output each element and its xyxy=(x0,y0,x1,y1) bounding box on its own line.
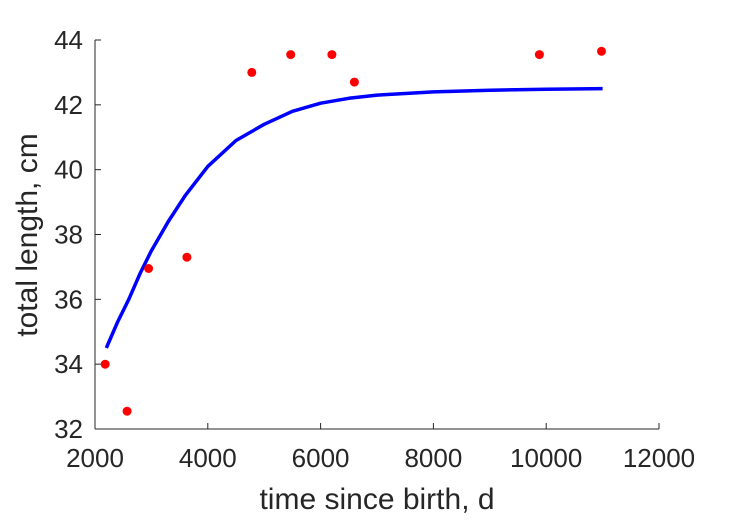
data-point xyxy=(286,50,296,60)
y-tick-label: 38 xyxy=(54,220,83,250)
x-tick-label: 2000 xyxy=(66,443,124,473)
data-point xyxy=(247,67,257,77)
y-tick-label: 44 xyxy=(54,25,83,55)
fit-curve-line xyxy=(104,86,603,349)
data-point xyxy=(122,406,132,416)
x-tick-label: 6000 xyxy=(292,443,350,473)
data-point xyxy=(349,77,359,87)
y-tick-label: 34 xyxy=(54,349,83,379)
x-tick-label: 8000 xyxy=(404,443,462,473)
data-point xyxy=(144,264,154,273)
x-tick-label: 10000 xyxy=(510,443,582,473)
x-tick-group: 2000 4000 6000 8000 10000 12000 xyxy=(66,423,695,473)
data-point xyxy=(327,50,337,60)
y-tick-label: 42 xyxy=(54,90,83,120)
y-tick-label: 32 xyxy=(54,414,83,444)
x-axis-label: time since birth, d xyxy=(259,483,494,516)
x-tick-label: 4000 xyxy=(179,443,237,473)
plot-area xyxy=(100,46,606,416)
data-point xyxy=(182,252,192,262)
data-point xyxy=(100,359,110,369)
y-tick-label: 40 xyxy=(54,155,83,185)
data-point xyxy=(534,50,544,60)
y-axis: 32 34 36 38 40 42 44 xyxy=(54,25,101,444)
y-tick-label: 36 xyxy=(54,284,83,314)
y-tick-group: 32 34 36 38 40 42 44 xyxy=(54,25,101,444)
x-tick-label: 12000 xyxy=(623,443,695,473)
y-axis-label: total length, cm xyxy=(11,133,44,336)
x-axis: 2000 4000 6000 8000 10000 12000 xyxy=(66,423,695,473)
data-point xyxy=(597,46,606,56)
